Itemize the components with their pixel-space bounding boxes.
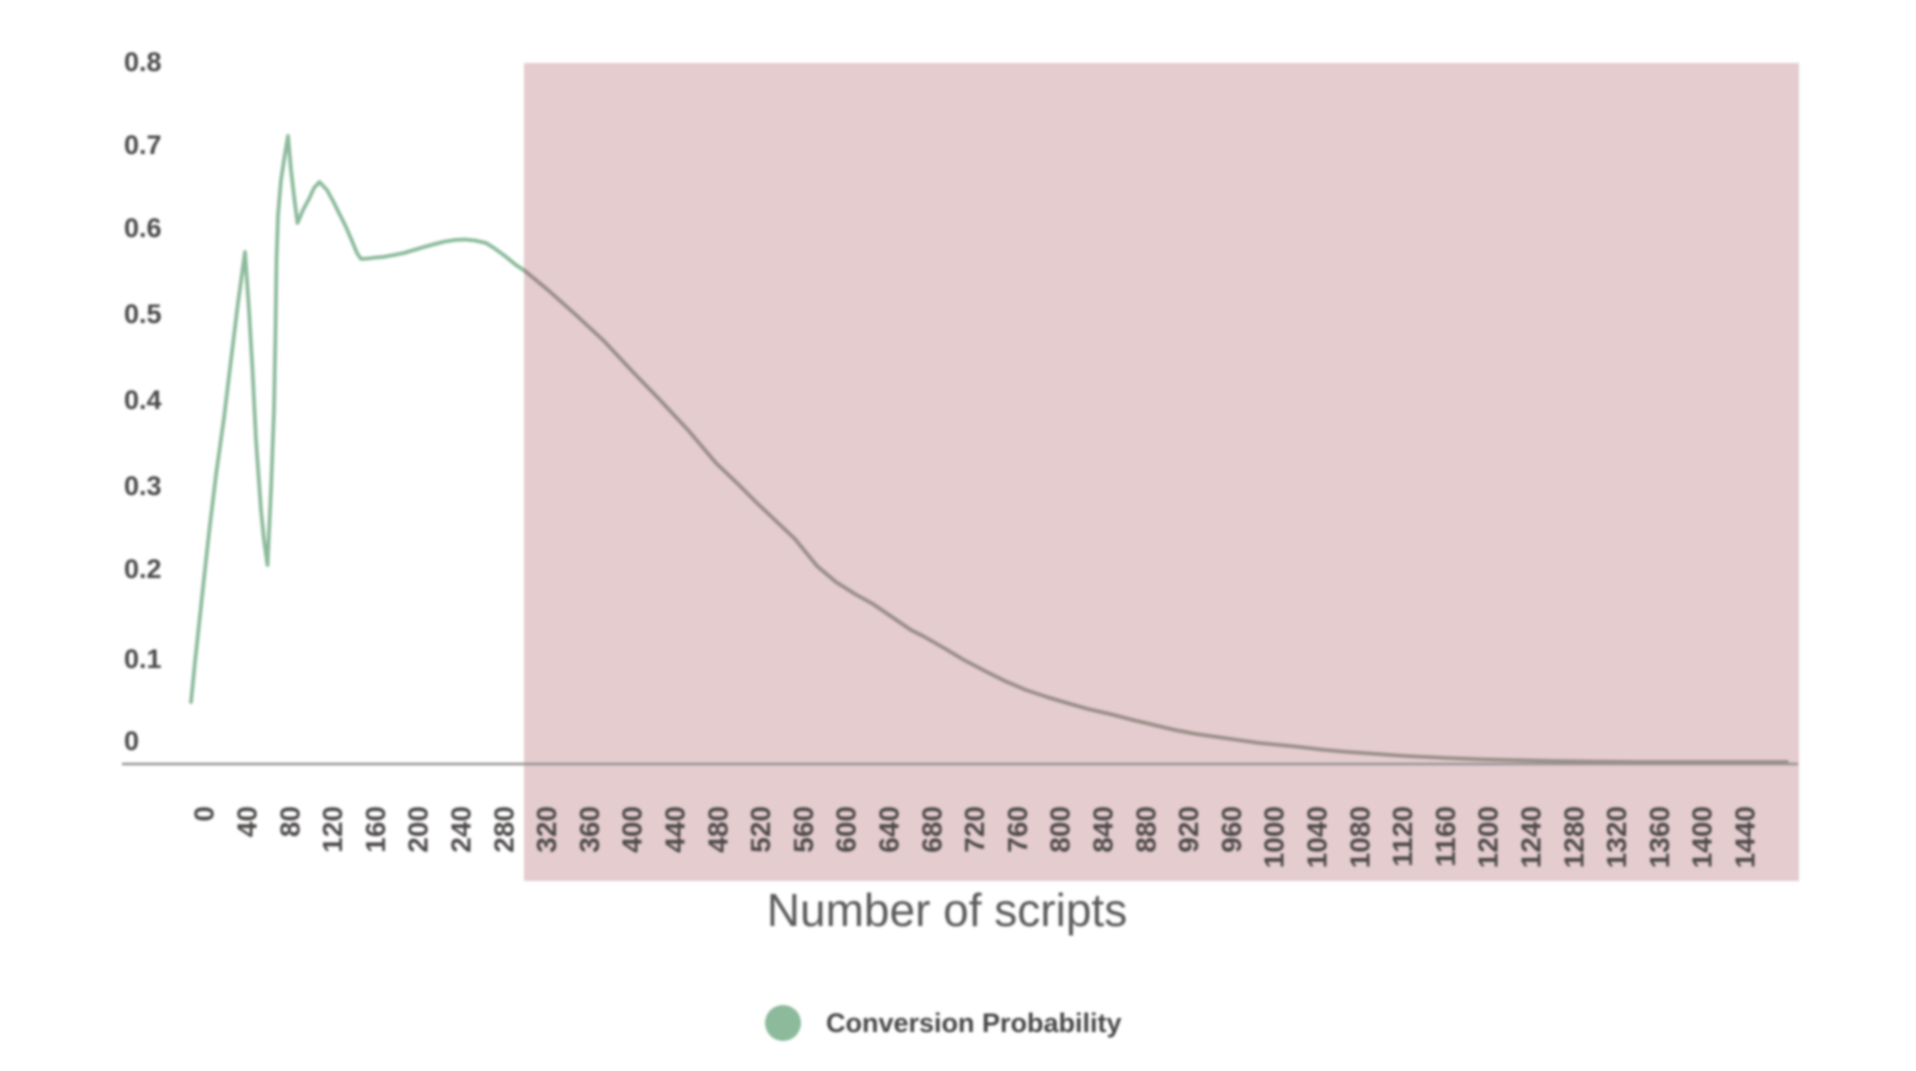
svg-text:0: 0 (124, 726, 139, 756)
svg-text:440: 440 (660, 806, 691, 853)
svg-text:560: 560 (788, 806, 819, 853)
svg-text:240: 240 (446, 806, 477, 853)
svg-text:640: 640 (874, 806, 905, 853)
svg-text:200: 200 (403, 806, 434, 853)
svg-text:1280: 1280 (1558, 806, 1589, 868)
svg-text:680: 680 (916, 806, 947, 853)
svg-text:1360: 1360 (1644, 806, 1675, 868)
svg-text:0.6: 0.6 (124, 213, 162, 243)
svg-text:1120: 1120 (1387, 806, 1418, 867)
svg-text:960: 960 (1216, 806, 1247, 853)
svg-text:1000: 1000 (1259, 806, 1290, 868)
svg-text:320: 320 (531, 806, 562, 853)
svg-text:920: 920 (1173, 806, 1204, 853)
svg-text:720: 720 (959, 806, 990, 853)
svg-text:Number of scripts: Number of scripts (767, 884, 1127, 936)
svg-text:360: 360 (574, 806, 605, 853)
svg-text:280: 280 (488, 806, 519, 853)
svg-text:1400: 1400 (1687, 806, 1718, 868)
svg-text:0: 0 (189, 806, 220, 822)
svg-text:0.1: 0.1 (124, 644, 162, 674)
svg-text:480: 480 (702, 806, 733, 853)
svg-text:400: 400 (617, 806, 648, 853)
svg-text:600: 600 (831, 806, 862, 853)
svg-text:0.8: 0.8 (124, 47, 162, 77)
svg-text:1320: 1320 (1601, 806, 1632, 868)
svg-text:160: 160 (360, 806, 391, 853)
svg-text:1440: 1440 (1730, 806, 1761, 868)
svg-text:0.3: 0.3 (124, 471, 162, 501)
svg-text:1160: 1160 (1430, 806, 1461, 867)
svg-text:0.5: 0.5 (124, 299, 162, 329)
svg-text:1240: 1240 (1516, 806, 1547, 868)
svg-text:40: 40 (232, 806, 263, 837)
svg-text:0.2: 0.2 (124, 554, 162, 584)
svg-text:840: 840 (1088, 806, 1119, 853)
svg-text:880: 880 (1130, 806, 1161, 853)
svg-text:0.7: 0.7 (124, 130, 162, 160)
svg-text:120: 120 (317, 806, 348, 853)
svg-text:1040: 1040 (1302, 806, 1333, 868)
svg-text:760: 760 (1002, 806, 1033, 853)
svg-text:80: 80 (274, 806, 305, 837)
svg-text:Conversion Probability: Conversion Probability (826, 1008, 1122, 1038)
svg-text:800: 800 (1045, 806, 1076, 853)
svg-text:1200: 1200 (1473, 806, 1504, 868)
svg-text:1080: 1080 (1344, 806, 1375, 868)
svg-text:520: 520 (745, 806, 776, 853)
svg-text:0.4: 0.4 (124, 385, 162, 415)
